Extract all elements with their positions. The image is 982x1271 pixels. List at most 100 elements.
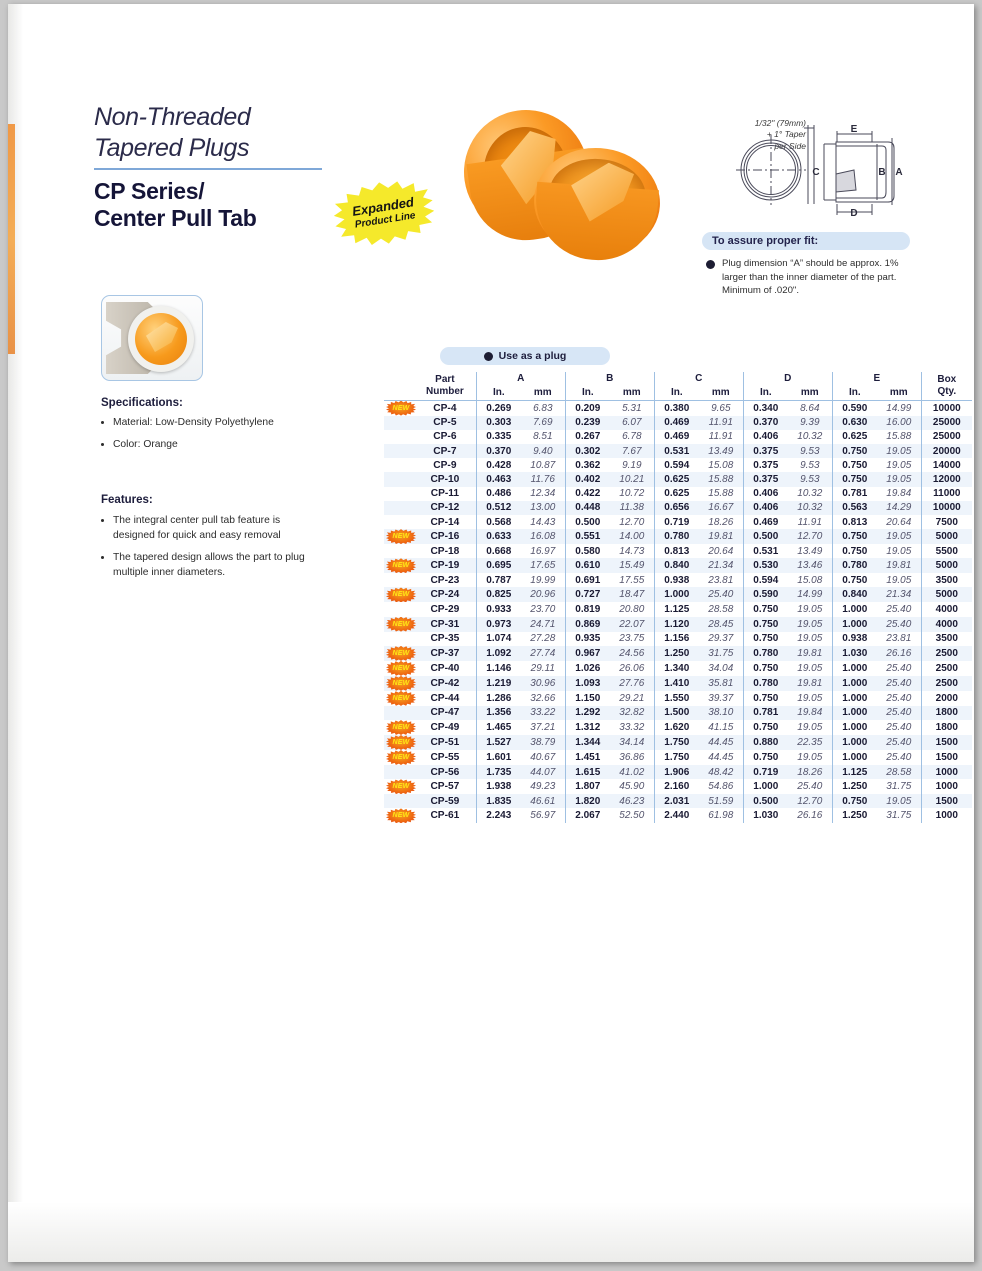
cell-part-number: CP-11: [430, 488, 460, 500]
table-row[interactable]: NEW CP-16 0.633 16.08 0.551 14.00 0.780 19.81 0.…: [384, 529, 972, 545]
table-row[interactable]: NEW CP-57 1.938 49.23 1.807 45.90 2.160 54.86 1.…: [384, 779, 972, 795]
cell-part-number: CP-49: [430, 722, 460, 734]
cell-part-number: CP-7: [418, 443, 477, 459]
cell-d-mm: 19.05: [797, 604, 823, 616]
table-row[interactable]: NEW CP-31 0.973 24.71 0.869 22.07 1.120 28.45 0.…: [384, 616, 972, 632]
cell-box-qty: 11000: [920, 486, 972, 501]
table-row[interactable]: CP-56 1.735 44.07 1.615 41.02 1.906 48.42 0.719…: [384, 765, 972, 780]
table-row[interactable]: CP-14 0.568 14.43 0.500 12.70 0.719 18.26 0.469…: [384, 514, 972, 530]
table-row[interactable]: NEW CP-4 0.269 6.83 0.209 5.31 0.380 9.65 0.340 8…: [384, 400, 972, 416]
cell-a-in: 0.512: [475, 500, 521, 515]
cell-d-in: 0.530: [742, 558, 788, 574]
cell-d-mm: 13.49: [797, 545, 823, 557]
table-row[interactable]: CP-29 0.933 23.70 0.819 20.80 1.125 28.58 0.750…: [384, 602, 972, 617]
cell-part-number: CP-51: [418, 735, 477, 751]
cell-box-qty: 7500: [920, 514, 972, 530]
table-row[interactable]: CP-35 1.074 27.28 0.935 23.75 1.156 29.37 0.750…: [384, 631, 972, 646]
new-badge-cell: [384, 573, 418, 587]
table-row[interactable]: NEW CP-61 2.243 56.97 2.067 52.50 2.440 61.98 1.…: [384, 808, 972, 824]
cell-c-in: 2.031: [653, 794, 699, 809]
cell-b-in: 1.451: [564, 750, 610, 766]
table-row[interactable]: NEW CP-19 0.695 17.65 0.610 15.49 0.840 21.34 0.…: [384, 558, 972, 574]
table-row[interactable]: CP-23 0.787 19.99 0.691 17.55 0.938 23.81 0.594…: [384, 573, 972, 588]
table-row[interactable]: CP-6 0.335 8.51 0.267 6.78 0.469 11.91 0.406 10.…: [384, 429, 972, 444]
cell-d-mm: 19.81: [787, 645, 833, 661]
new-badge-icon: NEW: [386, 645, 416, 661]
new-badge-icon: NEW: [386, 750, 416, 766]
cell-b-in: 0.869: [564, 616, 610, 632]
table-row[interactable]: NEW CP-44 1.286 32.66 1.150 29.21 1.550 39.37 0.…: [384, 690, 972, 706]
cell-a-mm: 7.69: [520, 415, 566, 430]
taper-note-line-3: per Side: [774, 140, 806, 151]
cell-box-qty: 14000: [920, 458, 972, 473]
table-row[interactable]: NEW CP-24 0.825 20.96 0.727 18.47 1.000 25.40 0.…: [384, 587, 972, 603]
cell-d-in: 0.719: [742, 765, 788, 780]
table-row[interactable]: CP-59 1.835 46.61 1.820 46.23 2.031 51.59 0.500…: [384, 794, 972, 809]
new-badge-cell: NEW: [384, 750, 418, 766]
cell-box-qty: 2500: [920, 660, 972, 676]
table-row[interactable]: CP-9 0.428 10.87 0.362 9.19 0.594 15.08 0.375 9.…: [384, 458, 972, 473]
proper-fit-heading: To assure proper fit:: [702, 232, 910, 250]
cell-b-mm: 46.23: [609, 794, 655, 809]
new-badge-cell: [384, 487, 418, 501]
cell-e-mm: 21.34: [876, 587, 922, 603]
cell-d-mm: 19.81: [787, 675, 833, 691]
table-row[interactable]: CP-47 1.356 33.22 1.292 32.82 1.500 38.10 0.781…: [384, 705, 972, 721]
cell-e-in: 1.030: [831, 645, 877, 661]
table-row[interactable]: CP-7 0.370 9.40 0.302 7.67 0.531 13.49 0.375 9.5…: [384, 443, 972, 459]
cell-a-mm: 9.40: [520, 443, 566, 459]
table-row[interactable]: NEW CP-40 1.146 29.11 1.026 26.06 1.340 34.04 0.…: [384, 660, 972, 676]
cell-a-in: 0.825: [475, 587, 521, 603]
cell-d-in: 0.340: [742, 400, 788, 416]
table-row[interactable]: NEW CP-37 1.092 27.74 0.967 24.56 1.250 31.75 0.…: [384, 645, 972, 661]
table-row[interactable]: CP-11 0.486 12.34 0.422 10.72 0.625 15.88 0.406…: [384, 486, 972, 501]
box-qty-header: Box Qty.: [920, 372, 972, 401]
cell-a-in: 1.074: [475, 631, 521, 646]
cell-b-mm: 20.80: [619, 604, 645, 616]
cell-c-mm: 38.10: [698, 705, 744, 721]
table-row[interactable]: CP-18 0.668 16.97 0.580 14.73 0.813 20.64 0.531…: [384, 544, 972, 559]
cell-part-number: CP-57: [430, 781, 460, 793]
cell-c-in: 1.750: [653, 735, 699, 751]
table-row[interactable]: CP-10 0.463 11.76 0.402 10.21 0.625 15.88 0.375…: [384, 472, 972, 487]
cell-c-mm: 15.08: [708, 459, 734, 471]
new-column-header: [384, 372, 418, 386]
title-line-1: Non-Threaded: [94, 103, 251, 131]
cell-e-mm: 25.40: [886, 692, 912, 704]
cell-a-in: 1.465: [475, 720, 521, 736]
table-row[interactable]: CP-12 0.512 13.00 0.448 11.38 0.656 16.67 0.406…: [384, 500, 972, 515]
cell-d-mm: 10.32: [797, 488, 823, 500]
cell-c-mm: 20.64: [708, 545, 734, 557]
cell-e-in: 0.625: [831, 429, 877, 444]
cell-d-mm: 8.64: [800, 402, 820, 414]
new-badge-cell: NEW: [384, 675, 418, 691]
table-row[interactable]: NEW CP-55 1.601 40.67 1.451 36.86 1.750 44.45 0.…: [384, 750, 972, 766]
table-row[interactable]: NEW CP-42 1.219 30.96 1.093 27.76 1.410 35.81 0.…: [384, 675, 972, 691]
list-item: The integral center pull tab feature is …: [113, 514, 316, 544]
label-C: C: [812, 167, 819, 178]
cell-box-qty: 20000: [920, 443, 972, 459]
cell-b-mm: 17.55: [619, 574, 645, 586]
cell-b-mm: 5.31: [622, 402, 642, 414]
cell-d-in: 0.780: [742, 675, 788, 691]
cell-c-in: 1.120: [653, 616, 699, 632]
cell-a-in: 1.938: [475, 779, 521, 795]
page-title: Non-Threaded Tapered Plugs CP Series/ Ce…: [94, 102, 354, 232]
table-row[interactable]: NEW CP-51 1.527 38.79 1.344 34.14 1.750 44.45 0.…: [384, 735, 972, 751]
cell-a-in: 0.428: [475, 458, 521, 473]
cell-b-in: 1.344: [564, 735, 610, 751]
cell-e-in: 0.750: [831, 544, 877, 559]
cell-b-mm: 9.19: [622, 459, 642, 471]
cell-d-in: 0.406: [742, 429, 788, 444]
table-row[interactable]: NEW CP-49 1.465 37.21 1.312 33.32 1.620 41.15 0.…: [384, 720, 972, 736]
table-row[interactable]: CP-5 0.303 7.69 0.239 6.07 0.469 11.91 0.370 9.3…: [384, 415, 972, 430]
cell-b-mm: 27.76: [609, 675, 655, 691]
cell-a-mm: 33.22: [520, 705, 566, 721]
cell-c-in: 1.500: [653, 705, 699, 721]
cell-c-in: 1.620: [653, 720, 699, 736]
cell-part-number: CP-5: [418, 415, 477, 430]
cell-part-number: CP-61: [430, 810, 460, 822]
cell-d-in: 0.500: [742, 794, 788, 809]
cell-d-mm: 9.53: [800, 459, 820, 471]
cell-e-mm: 25.40: [876, 705, 922, 721]
